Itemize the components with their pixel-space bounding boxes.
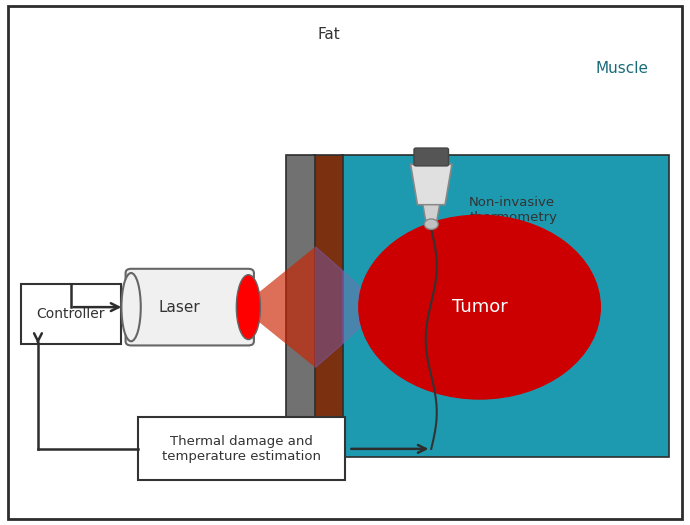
Circle shape <box>359 215 600 399</box>
FancyBboxPatch shape <box>21 284 121 344</box>
Text: Tumor: Tumor <box>452 298 507 316</box>
FancyBboxPatch shape <box>314 155 343 457</box>
Polygon shape <box>315 247 343 368</box>
Text: Controller: Controller <box>37 307 105 321</box>
FancyBboxPatch shape <box>342 155 669 457</box>
FancyBboxPatch shape <box>138 417 345 480</box>
Text: Muscle: Muscle <box>595 61 649 76</box>
FancyBboxPatch shape <box>126 269 254 345</box>
FancyBboxPatch shape <box>414 148 448 166</box>
Polygon shape <box>343 271 359 343</box>
Text: Laser: Laser <box>159 300 200 314</box>
Text: Fat: Fat <box>317 27 339 41</box>
Text: Non-invasive
thermometry: Non-invasive thermometry <box>469 196 558 224</box>
Ellipse shape <box>121 273 141 341</box>
Ellipse shape <box>237 275 261 340</box>
FancyBboxPatch shape <box>286 155 315 457</box>
Polygon shape <box>423 205 440 220</box>
Polygon shape <box>411 164 452 205</box>
Text: Skin: Skin <box>270 468 303 482</box>
Text: Thermal damage and
temperature estimation: Thermal damage and temperature estimatio… <box>162 435 321 463</box>
Polygon shape <box>248 247 315 368</box>
Circle shape <box>424 219 438 229</box>
